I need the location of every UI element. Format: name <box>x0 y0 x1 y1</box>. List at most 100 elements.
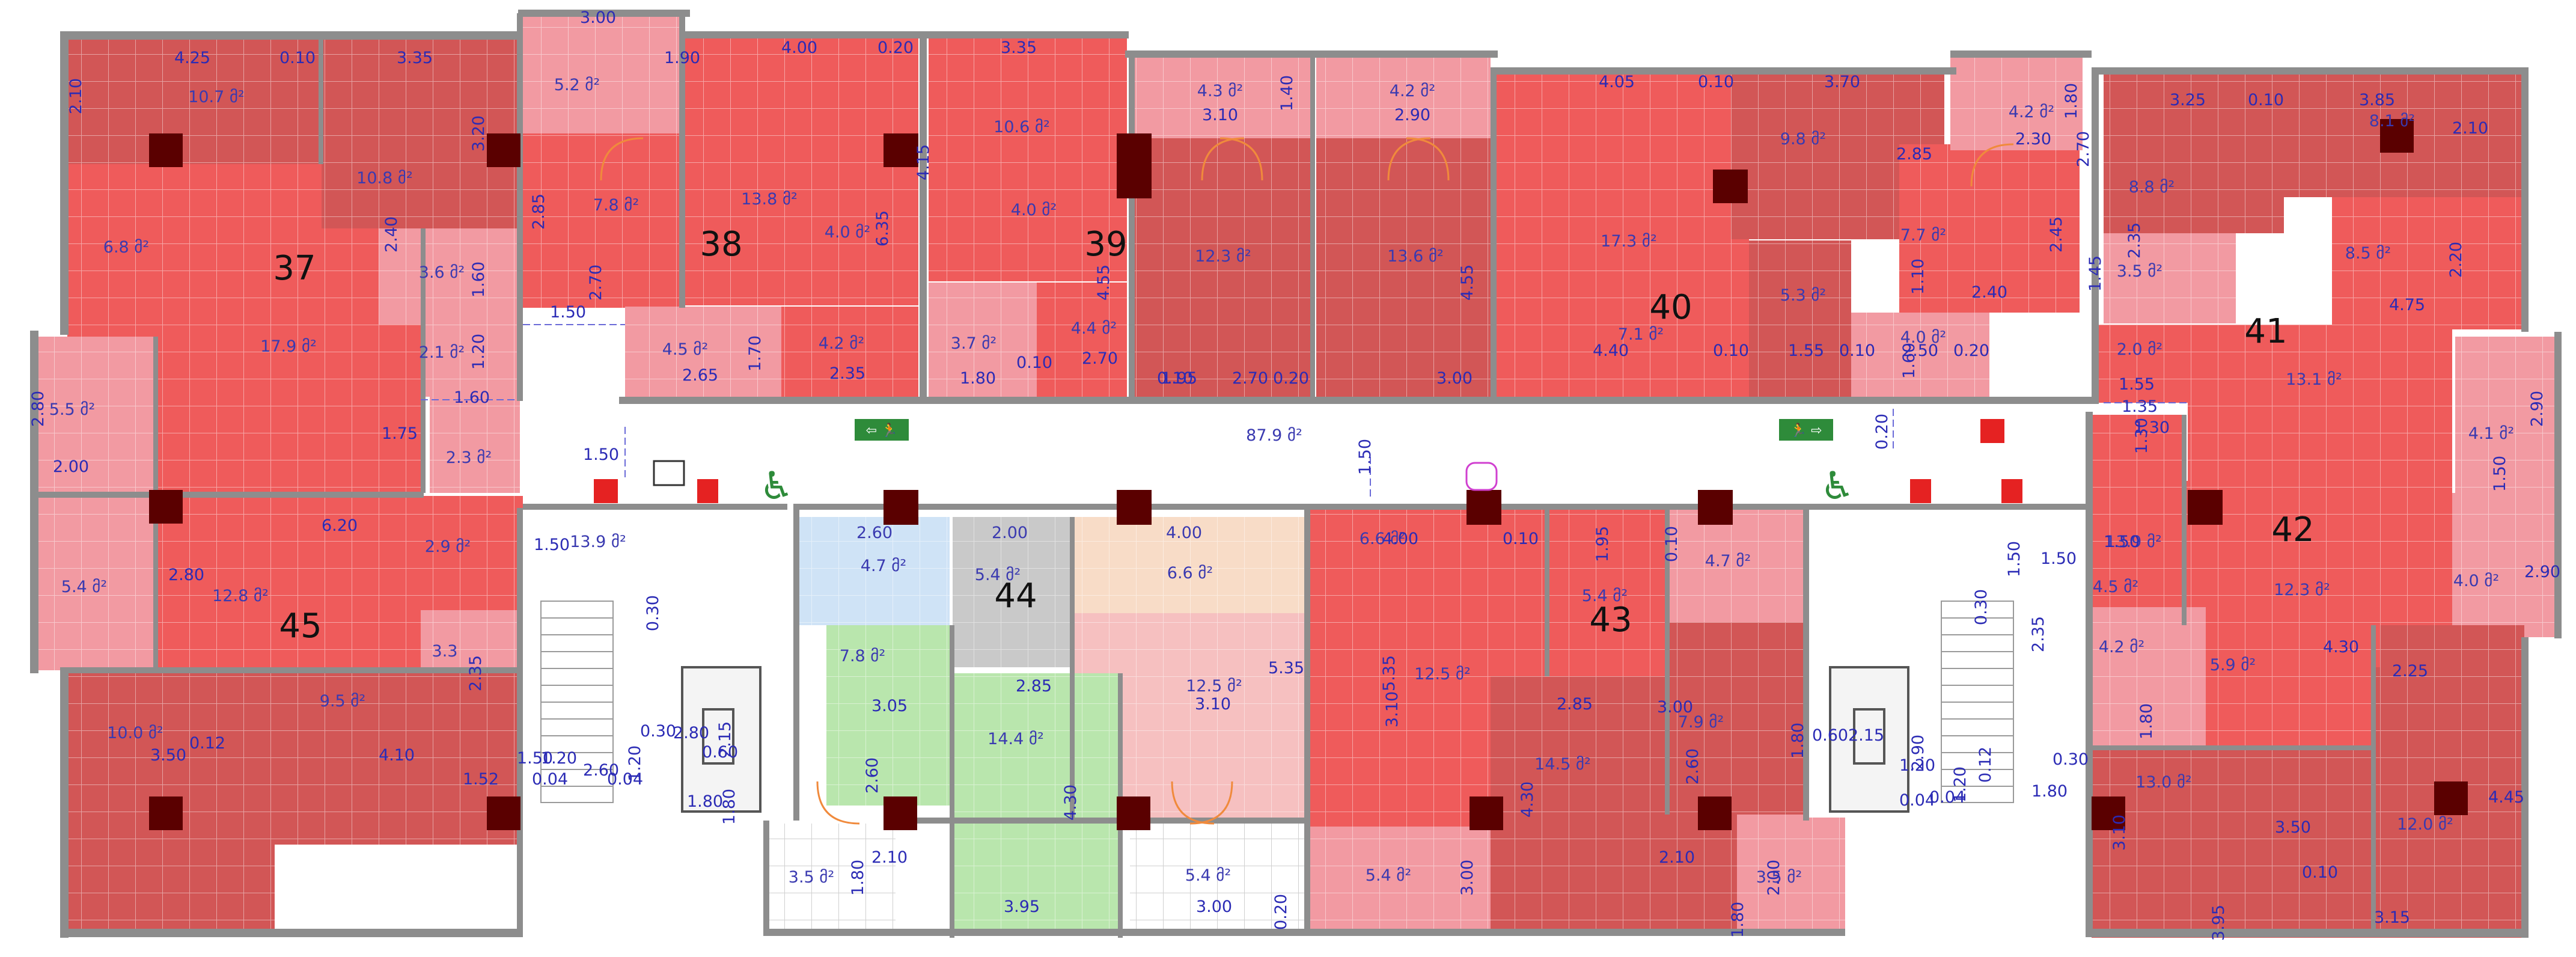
dimension-label: 3.10 <box>1195 695 1231 714</box>
dimension-label: 1.50 <box>517 749 553 768</box>
room-area-label: 2.3 მ² <box>446 448 492 467</box>
dimension-label: 1.80 <box>2137 703 2156 739</box>
dimension-label: 2.90 <box>2528 391 2547 427</box>
dimension-label: 2.40 <box>382 216 401 252</box>
room-area-label: 4.2 მ² <box>2009 103 2054 121</box>
room-area-label: 4.1 მ² <box>2468 424 2514 443</box>
dimension-label: 1.80 <box>1789 723 1807 759</box>
room-area-label: 3.7 მ² <box>951 334 997 353</box>
room-area-label: 4.0 მ² <box>1900 328 1946 347</box>
dimension-label: 2.90 <box>2524 563 2560 581</box>
dimension-label: 5.35 <box>1268 659 1304 677</box>
dimension-label: 4.30 <box>2323 638 2359 656</box>
fire-hose-icon <box>653 460 685 486</box>
dimension-label: 4.40 <box>1593 341 1629 360</box>
room-area-label: 6.8 მ² <box>103 238 149 257</box>
dimension-label: 1.50 <box>534 536 570 554</box>
dimension-label: 2.70 <box>1082 349 1118 368</box>
dimension-label: 3.00 <box>580 8 616 27</box>
dimension-label: 2.70 <box>2074 131 2093 167</box>
room-area-label: 4.5 მ² <box>662 340 708 359</box>
dimension-label: 2.35 <box>2125 222 2144 258</box>
dimension-label: 2.80 <box>168 566 204 584</box>
dimension-label: 1.55 <box>2119 375 2155 394</box>
dimension-label: 0.20 <box>1272 894 1290 930</box>
dimension-label: 1.60 <box>454 388 490 407</box>
room-area-label: 13.1 მ² <box>2286 370 2342 389</box>
room-area-label: 3.3 <box>432 642 458 661</box>
room-area-label: 17.9 მ² <box>260 337 317 356</box>
dimension-label: 1.45 <box>2086 255 2105 292</box>
apartment-number-38: 38 <box>700 225 742 264</box>
apartment-number-37: 37 <box>273 249 316 288</box>
dimension-label: 3.70 <box>1824 73 1860 91</box>
dimension-label: 1.30 <box>2132 418 2151 454</box>
dimension-label: 1.50 <box>2005 541 2024 577</box>
room-area-label: 4.2 მ² <box>819 334 864 353</box>
dimension-label: 2.40 <box>1971 283 2007 302</box>
dimension-label: 3.00 <box>1436 369 1473 388</box>
corridor <box>523 403 2092 505</box>
room-area-label: 5.4 მ² <box>1366 866 1411 885</box>
room-area-label: 9.8 მ² <box>1780 130 1826 148</box>
dimension-label: 1.20 <box>626 745 644 781</box>
dimension-label: 3.10 <box>1383 691 1402 727</box>
apartment-number-42: 42 <box>2271 510 2314 549</box>
room-area-label: 8.5 მ² <box>2345 244 2391 263</box>
room-area-label: 7.8 მ² <box>840 647 885 665</box>
dimension-label: 4.10 <box>379 746 415 765</box>
dimension-label: 4.30 <box>1518 781 1537 818</box>
dimension-label: 1.80 <box>849 860 867 896</box>
dimension-label: 0.10 <box>1839 341 1875 360</box>
dimension-label: 3.10 <box>1202 106 1238 124</box>
room-area-label: 4.4 მ² <box>1071 319 1117 338</box>
labels: 37 38 39 40 41 42 43 44 45 10.7 მ² 10.8 მ² 6.8 მ² 3.… <box>29 8 2560 941</box>
dimension-label: 1.80 <box>960 369 996 388</box>
stairs-icon <box>540 601 2014 803</box>
dimension-label: 1.80 <box>1729 902 1747 938</box>
room-area-label: 10.0 მ² <box>107 724 163 742</box>
dimension-label: 3.50 <box>150 746 186 765</box>
apartment-number-39: 39 <box>1084 225 1127 264</box>
room-area-label: 4.5 მ² <box>2093 578 2138 596</box>
dimension-label: 0.04 <box>1899 791 1935 810</box>
room-area-label: 12.0 მ² <box>2397 815 2453 834</box>
room-area-label: 13.9 მ² <box>570 533 626 551</box>
room-area-label: 12.8 მ² <box>212 587 269 605</box>
dimension-label: 0.12 <box>1976 747 1995 783</box>
dimension-label: 1.95 <box>1161 369 1197 388</box>
dimension-label: 2.50 <box>1902 341 1938 360</box>
dimension-label: 2.25 <box>2392 662 2428 680</box>
apartment-number-40: 40 <box>1649 288 1692 327</box>
room-area-label: 17.3 მ² <box>1601 232 1657 251</box>
room-area-label: 2.0 მ² <box>2117 340 2162 359</box>
dimension-label: 0.30 <box>1972 589 1991 625</box>
dimension-label: 1.20 <box>1951 766 1970 803</box>
dimension-label: 4.00 <box>781 38 817 57</box>
dimension-label: 3.25 <box>2170 91 2206 109</box>
dimension-label: 4.00 <box>1382 530 1418 548</box>
room-area-label: 4.0 მ² <box>825 223 870 242</box>
dimension-lines <box>421 324 2188 499</box>
columns <box>149 119 2468 830</box>
dimension-label: 0.12 <box>189 734 225 753</box>
elevator-icon <box>681 666 1909 813</box>
room-area-label: 5.5 მ² <box>49 400 95 419</box>
doors <box>600 137 2014 825</box>
dimension-label: 2.15 <box>1848 726 1884 745</box>
apartment-number-43: 43 <box>1589 601 1632 640</box>
apartment-number-44: 44 <box>994 576 1037 616</box>
dimension-label: 0.20 <box>1273 369 1309 388</box>
room-area-label: 12.3 მ² <box>2274 581 2330 599</box>
fire-extinguisher-icon <box>594 419 2022 503</box>
dimension-label: 3.85 <box>2359 91 2395 109</box>
dimension-label: 1.20 <box>541 749 577 768</box>
dimension-label: 2.10 <box>1659 848 1695 867</box>
dimension-label: 0.20 <box>1953 341 1989 360</box>
dimension-label: 1.10 <box>1909 258 1927 295</box>
dimension-label: 2.45 <box>2047 216 2066 252</box>
dimension-label: 1.50 <box>550 303 586 322</box>
room-area-label: 4.7 მ² <box>1705 552 1751 570</box>
walls <box>30 10 2562 938</box>
dimension-label: 1.60 <box>1900 343 1918 379</box>
